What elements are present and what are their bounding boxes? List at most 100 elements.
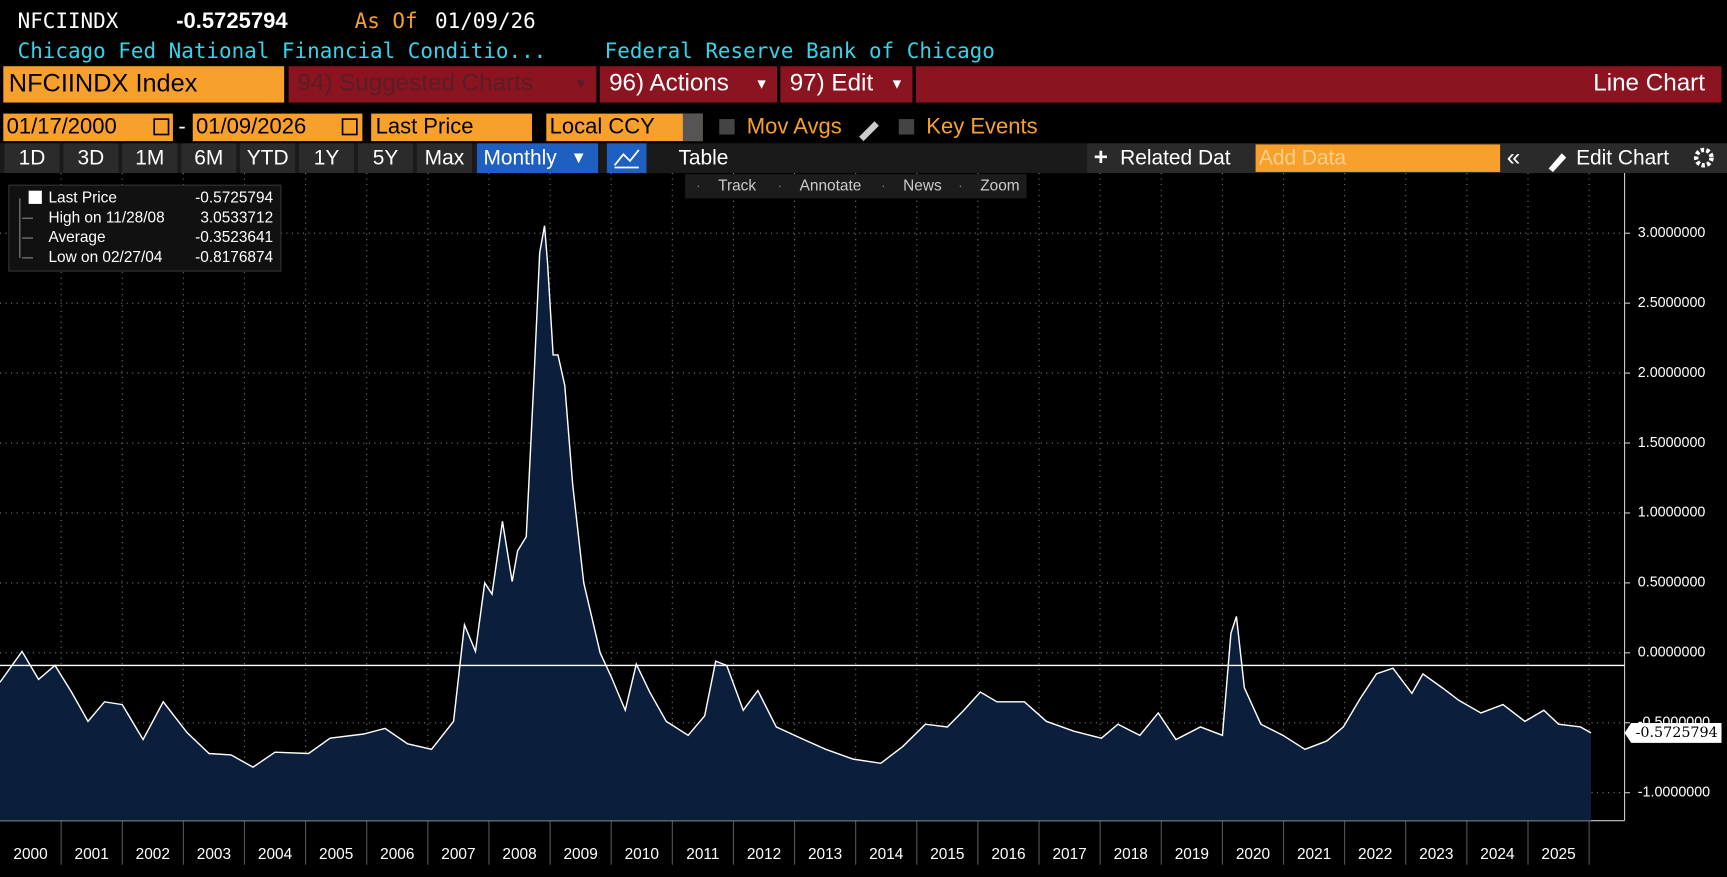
x-tick-label: 2001: [75, 846, 109, 863]
pencil-icon: [1548, 153, 1567, 172]
currency-box[interactable]: [546, 113, 703, 142]
legend-value: -0.5725794: [195, 189, 273, 206]
as-of-date: 01/09/26: [435, 9, 536, 33]
legend-stat-value: 3.0533712: [200, 209, 273, 226]
start-date[interactable]: 01/17/2000: [7, 114, 117, 139]
dropdown-arrow: ▼: [571, 148, 587, 167]
period-button[interactable]: [416, 143, 472, 174]
x-tick-label: 2008: [502, 846, 536, 863]
period-button[interactable]: [63, 143, 119, 174]
tool-icon[interactable]: ·: [696, 178, 700, 193]
checkbox[interactable]: [719, 119, 735, 135]
source: Federal Reserve Bank of Chicago: [605, 39, 995, 63]
chart-type[interactable]: Line Chart: [1593, 69, 1705, 96]
pencil-icon[interactable]: [859, 121, 879, 142]
series-line: [0, 225, 1592, 768]
legend-stat-name: Average: [48, 229, 105, 246]
tool-button[interactable]: Annotate: [800, 177, 862, 194]
y-tick-label: 1.5000000: [1638, 435, 1706, 451]
period-button[interactable]: [357, 143, 414, 174]
tool-icon[interactable]: ·: [778, 178, 782, 193]
field[interactable]: Last Price: [376, 114, 474, 139]
period-button[interactable]: [4, 143, 60, 174]
x-tick-label: 2025: [1541, 846, 1575, 863]
period-label[interactable]: 1D: [19, 146, 46, 169]
dropdown-button[interactable]: [682, 113, 703, 142]
calendar-icon[interactable]: [153, 118, 170, 136]
frequency-box[interactable]: [476, 143, 599, 174]
description: Chicago Fed National Financial Conditio.…: [18, 39, 547, 63]
period-label[interactable]: 3D: [77, 146, 104, 169]
key-events[interactable]: Key Events: [926, 114, 1037, 139]
x-tick-label: 2003: [197, 846, 231, 863]
end-date[interactable]: 01/09/2026: [196, 114, 306, 139]
y-tick-label: 3.0000000: [1638, 225, 1706, 241]
x-tick-label: 2014: [869, 846, 904, 863]
add-data-placeholder[interactable]: Add Data: [1259, 146, 1347, 169]
period-button[interactable]: [181, 143, 237, 174]
chart-tools: · Track · Annotate · News · Zoom: [685, 174, 1027, 199]
tools-bar: [685, 174, 1027, 199]
tool-icon[interactable]: ·: [958, 178, 962, 193]
as-of-label: As Of: [355, 9, 418, 33]
edit-menu[interactable]: 97) Edit: [790, 69, 874, 96]
currency[interactable]: Local CCY: [550, 114, 656, 139]
period-label[interactable]: Max: [425, 146, 465, 169]
y-tick-label: 1.0000000: [1638, 505, 1706, 521]
period-label[interactable]: 6M: [194, 146, 223, 169]
x-tick-label: 2012: [747, 846, 781, 863]
chart-icon: [613, 149, 640, 169]
x-tick-label: 2017: [1052, 846, 1086, 863]
frequency[interactable]: Monthly: [484, 146, 558, 169]
period-label[interactable]: 5Y: [373, 146, 399, 169]
plot-area: 3.0000000 2.5000000 2.0000000 1.5000000 1.00…: [0, 173, 1722, 865]
x-tick-label: 2011: [686, 846, 719, 863]
collapse-icon[interactable]: «: [1507, 144, 1520, 171]
x-tick-label: 2007: [441, 846, 475, 863]
field-box[interactable]: [371, 113, 532, 142]
add-data-input[interactable]: [1255, 144, 1501, 172]
x-tick-label: 2006: [380, 846, 414, 863]
series-area: [0, 225, 1591, 821]
last-value-pointer: [1624, 723, 1722, 743]
period-button[interactable]: [299, 143, 355, 174]
edit-chart[interactable]: Edit Chart: [1576, 146, 1669, 169]
tool-button[interactable]: Track: [718, 177, 756, 194]
suggested-charts[interactable]: 94) Suggested Charts: [297, 69, 533, 96]
checkbox[interactable]: [898, 119, 915, 135]
period-label[interactable]: YTD: [247, 146, 289, 169]
mov-avgs[interactable]: Mov Avgs: [747, 114, 842, 139]
y-tick-label: 2.0000000: [1638, 365, 1706, 381]
tool-button[interactable]: News: [903, 177, 942, 194]
legend-stat-name: High on 11/28/08: [48, 209, 164, 226]
tool-icon[interactable]: ·: [881, 178, 885, 193]
period-label[interactable]: 1Y: [314, 146, 340, 169]
legend-stat-value: -0.3523641: [195, 229, 273, 246]
ticker: NFCIINDX: [18, 9, 119, 33]
end-date-box[interactable]: [192, 113, 363, 142]
calendar-icon[interactable]: [341, 118, 358, 136]
dash: -: [178, 114, 185, 139]
y-tick-label: 0.5000000: [1638, 575, 1706, 591]
security-box[interactable]: [3, 66, 285, 103]
actions-menu[interactable]: 96) Actions: [609, 69, 729, 96]
last-value-label: -0.5725794: [1636, 725, 1718, 741]
period-button[interactable]: [240, 143, 296, 174]
x-tick-label: 2013: [808, 846, 842, 863]
settings-icon[interactable]: [1693, 147, 1714, 168]
dropdown-arrow: ▼: [574, 77, 588, 93]
period-button[interactable]: [122, 143, 178, 174]
legend-stat-value: -0.8176874: [195, 249, 273, 266]
x-tick-label: 2000: [13, 846, 47, 863]
tool-button[interactable]: Zoom: [980, 177, 1019, 194]
x-tick-label: 2019: [1175, 846, 1209, 863]
legend-name: Last Price: [48, 189, 117, 206]
dropdown-arrow: ▼: [890, 77, 904, 93]
period-label[interactable]: 1M: [135, 146, 164, 169]
start-date-box[interactable]: [3, 113, 173, 142]
table-button[interactable]: Table: [678, 146, 728, 169]
security[interactable]: NFCIINDX Index: [9, 70, 198, 98]
y-tick-label: 2.5000000: [1638, 295, 1706, 311]
related-data[interactable]: Related Dat: [1120, 146, 1231, 169]
